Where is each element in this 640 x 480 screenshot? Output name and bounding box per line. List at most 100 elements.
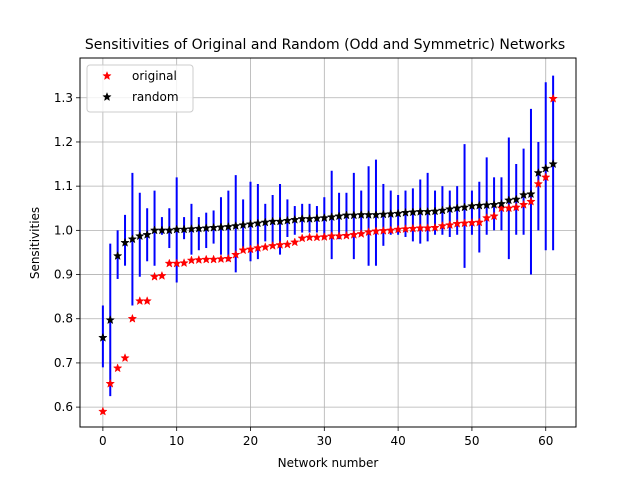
random-point	[142, 229, 152, 239]
y-tick-label: 1.3	[54, 91, 73, 105]
random-point	[518, 189, 529, 200]
original-point	[526, 196, 536, 206]
original-point	[149, 271, 160, 281]
original-point	[334, 231, 344, 241]
x-tick-label: 40	[390, 434, 405, 448]
x-tick-label: 20	[243, 434, 258, 448]
original-point	[201, 254, 211, 264]
random-point	[238, 220, 248, 230]
original-point	[135, 296, 145, 306]
random-point	[216, 222, 226, 232]
original-point	[120, 353, 130, 363]
x-tick-label: 50	[464, 434, 479, 448]
original-point	[459, 218, 470, 228]
random-point	[504, 195, 514, 205]
legend: original random	[86, 64, 194, 113]
random-point	[533, 167, 544, 177]
random-point	[467, 201, 477, 211]
random-point	[312, 213, 322, 223]
legend-random-label: random	[132, 90, 179, 104]
random-point	[245, 219, 256, 229]
original-point	[179, 258, 189, 268]
y-tick-label: 1.1	[54, 179, 73, 193]
original-point	[142, 296, 152, 306]
random-point	[201, 223, 211, 233]
random-point	[127, 234, 138, 244]
legend-original-label: original	[132, 69, 177, 83]
random-point	[319, 212, 330, 223]
random-point	[186, 224, 197, 234]
random-point	[385, 208, 396, 219]
random-point	[253, 218, 263, 228]
y-tick-label: 0.9	[54, 268, 73, 282]
x-tick-label: 10	[169, 434, 184, 448]
original-point	[385, 225, 396, 235]
random-point	[304, 213, 315, 223]
original-point	[312, 232, 322, 242]
random-point	[371, 209, 381, 219]
original-point	[105, 378, 116, 388]
random-point	[326, 212, 337, 222]
random-point	[349, 210, 359, 220]
original-point	[282, 239, 293, 249]
original-point	[171, 258, 182, 268]
random-point	[452, 203, 462, 213]
axis-ticks: 0 10 20 30 40 50 60 0.6 0.7 0.8 0.9 1.0 1.1 1.2 1.3	[54, 91, 553, 448]
x-tick-label: 30	[317, 434, 332, 448]
legend-box	[86, 64, 194, 113]
random-point	[474, 200, 485, 210]
original-point	[540, 172, 551, 182]
random-point	[98, 332, 108, 342]
original-point	[489, 211, 499, 221]
original-point	[378, 225, 389, 235]
random-point	[445, 204, 455, 214]
original-point	[275, 239, 285, 249]
original-point	[127, 313, 138, 323]
random-point	[223, 221, 234, 231]
original-point	[349, 229, 359, 239]
random-point	[526, 189, 536, 199]
random-point	[481, 200, 492, 210]
y-tick-label: 0.8	[54, 312, 73, 326]
original-point	[297, 233, 307, 243]
original-point	[208, 254, 219, 264]
legend-original-marker	[102, 70, 112, 81]
original-point	[356, 228, 366, 238]
original-point	[548, 93, 558, 103]
original-point	[186, 255, 197, 265]
random-point	[430, 206, 440, 216]
original-point	[290, 237, 300, 247]
original-point	[194, 254, 204, 265]
original-point	[363, 227, 374, 237]
original-point	[445, 220, 455, 230]
original-point	[371, 226, 381, 236]
random-point	[393, 208, 403, 218]
random-point	[282, 215, 293, 225]
random-point	[540, 163, 551, 173]
data-series	[98, 93, 558, 416]
original-point	[253, 243, 263, 253]
y-tick-label: 1.2	[54, 135, 73, 149]
original-point	[467, 217, 477, 227]
random-point	[437, 205, 448, 215]
original-point	[238, 245, 248, 255]
original-point	[393, 224, 403, 234]
original-point	[518, 199, 529, 209]
original-point	[112, 363, 123, 373]
random-point	[378, 209, 389, 219]
y-axis-label: Sensitivities	[28, 207, 42, 279]
original-point	[267, 240, 278, 250]
original-point	[504, 203, 514, 213]
original-point	[245, 244, 256, 254]
original-point	[260, 242, 271, 252]
original-point	[481, 212, 492, 223]
original-point	[319, 231, 330, 242]
original-point	[98, 406, 108, 416]
random-point	[112, 250, 123, 261]
random-point	[459, 202, 470, 212]
x-tick-label: 0	[99, 434, 107, 448]
original-point	[452, 218, 462, 228]
random-point	[260, 217, 271, 227]
random-point	[489, 199, 499, 209]
original-point	[533, 178, 544, 188]
